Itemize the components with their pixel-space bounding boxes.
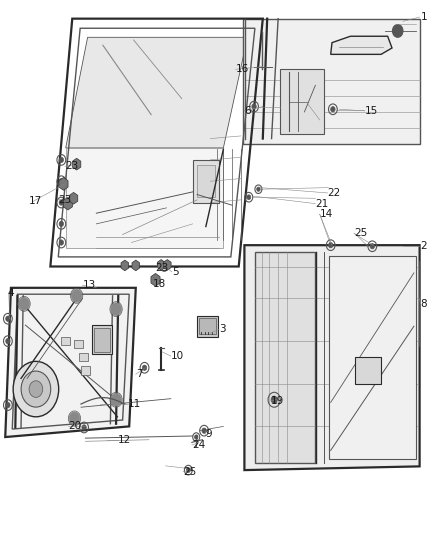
- Text: 14: 14: [320, 209, 333, 219]
- Circle shape: [247, 195, 251, 199]
- Bar: [74, 340, 83, 348]
- Circle shape: [202, 428, 206, 433]
- Text: 21: 21: [315, 199, 328, 208]
- Text: 17: 17: [28, 197, 42, 206]
- Circle shape: [187, 468, 191, 472]
- Circle shape: [29, 381, 43, 398]
- Polygon shape: [59, 177, 68, 190]
- Bar: [193, 160, 219, 203]
- Text: 7: 7: [136, 369, 142, 379]
- Text: 13: 13: [82, 280, 95, 290]
- Bar: [92, 325, 112, 354]
- Text: 10: 10: [171, 351, 184, 361]
- Text: 12: 12: [118, 435, 131, 445]
- Polygon shape: [5, 288, 136, 437]
- Text: 20: 20: [68, 422, 81, 431]
- Circle shape: [111, 303, 121, 316]
- Bar: [355, 357, 381, 384]
- Circle shape: [271, 395, 278, 404]
- Bar: [61, 337, 70, 345]
- Text: 19: 19: [271, 396, 284, 406]
- Circle shape: [111, 393, 121, 406]
- Circle shape: [59, 221, 64, 227]
- Circle shape: [13, 361, 59, 417]
- Circle shape: [6, 338, 10, 344]
- Polygon shape: [151, 273, 160, 286]
- Text: 24: 24: [192, 440, 205, 450]
- Circle shape: [331, 107, 335, 112]
- Circle shape: [6, 402, 10, 408]
- Text: 22: 22: [328, 188, 341, 198]
- Text: 2: 2: [420, 241, 427, 251]
- Circle shape: [59, 157, 64, 163]
- Bar: [81, 366, 90, 375]
- Circle shape: [257, 187, 260, 191]
- Bar: [197, 165, 215, 197]
- Text: 8: 8: [420, 299, 427, 309]
- Polygon shape: [66, 37, 247, 148]
- Text: 3: 3: [219, 325, 226, 334]
- Bar: [79, 353, 88, 361]
- Text: 18: 18: [152, 279, 166, 288]
- Text: 5: 5: [172, 267, 178, 277]
- Circle shape: [21, 371, 51, 407]
- Bar: [199, 318, 216, 334]
- Polygon shape: [157, 260, 165, 270]
- Polygon shape: [331, 36, 392, 54]
- Circle shape: [271, 396, 277, 403]
- Circle shape: [6, 316, 10, 321]
- Text: 9: 9: [205, 430, 212, 439]
- Circle shape: [194, 435, 198, 439]
- Bar: [197, 316, 218, 337]
- Circle shape: [69, 412, 80, 425]
- Polygon shape: [132, 260, 140, 271]
- Text: 16: 16: [236, 64, 249, 74]
- Text: 23: 23: [65, 161, 78, 171]
- Polygon shape: [163, 260, 171, 270]
- Text: 15: 15: [364, 106, 378, 116]
- Text: 4: 4: [8, 288, 14, 298]
- Polygon shape: [121, 260, 129, 271]
- Text: 23: 23: [155, 263, 169, 272]
- Bar: [94, 328, 110, 352]
- Polygon shape: [255, 252, 315, 463]
- Polygon shape: [244, 245, 420, 470]
- Polygon shape: [69, 192, 78, 204]
- Text: 6: 6: [244, 106, 251, 116]
- Circle shape: [370, 244, 374, 249]
- Polygon shape: [243, 19, 420, 144]
- Circle shape: [59, 200, 64, 205]
- Circle shape: [59, 240, 64, 245]
- Circle shape: [19, 297, 29, 310]
- Text: 23: 23: [58, 195, 71, 205]
- Polygon shape: [64, 197, 72, 210]
- Circle shape: [162, 264, 166, 269]
- Text: 11: 11: [128, 399, 141, 409]
- Text: 1: 1: [420, 12, 427, 22]
- Circle shape: [328, 243, 333, 248]
- Text: 25: 25: [183, 467, 196, 477]
- Circle shape: [142, 365, 147, 370]
- Circle shape: [252, 104, 256, 109]
- Circle shape: [71, 289, 82, 302]
- Polygon shape: [66, 148, 223, 248]
- Polygon shape: [280, 69, 324, 134]
- Circle shape: [82, 425, 86, 430]
- Text: 25: 25: [354, 229, 367, 238]
- Circle shape: [59, 179, 64, 184]
- Polygon shape: [72, 158, 81, 170]
- Polygon shape: [328, 256, 416, 459]
- Circle shape: [392, 25, 403, 37]
